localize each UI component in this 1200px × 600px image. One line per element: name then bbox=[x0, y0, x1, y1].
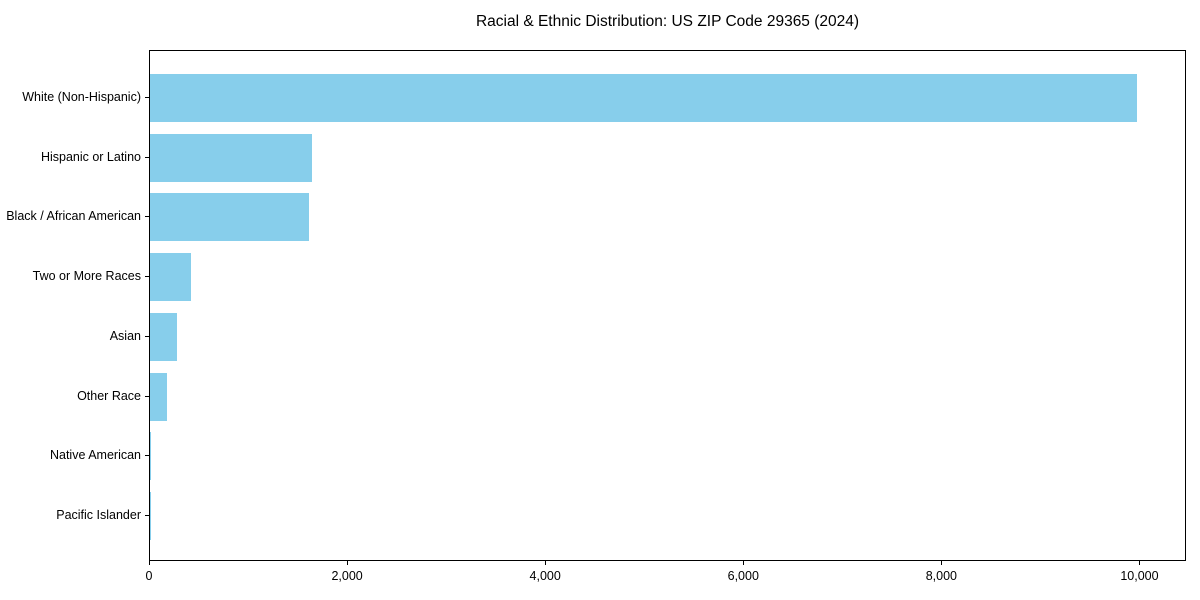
x-tick-label: 0 bbox=[145, 569, 153, 583]
bar-asian bbox=[150, 312, 178, 361]
bar-black-african-american bbox=[150, 193, 310, 242]
y-tick-mark bbox=[145, 276, 149, 278]
y-tick-label: Other Race bbox=[77, 388, 141, 403]
x-tick-label: 6,000 bbox=[727, 569, 759, 583]
y-tick-mark bbox=[145, 514, 149, 516]
x-tick-label: 8,000 bbox=[925, 569, 957, 583]
y-tick-label: Black / African American bbox=[6, 209, 141, 224]
y-tick-label: Asian bbox=[109, 328, 141, 343]
bar-native-american bbox=[150, 432, 152, 481]
y-tick-label: Two or More Races bbox=[32, 269, 141, 284]
bar-hispanic-or-latino bbox=[150, 133, 313, 182]
bar-white-non-hispanic bbox=[150, 74, 1138, 122]
x-tick-mark bbox=[149, 561, 150, 565]
bar-other-race bbox=[150, 372, 167, 421]
x-tick-mark bbox=[545, 561, 547, 565]
y-tick-label: Pacific Islander bbox=[56, 507, 141, 522]
x-tick-mark bbox=[1139, 561, 1141, 565]
x-tick-label: 2,000 bbox=[331, 569, 363, 583]
plot-area bbox=[149, 50, 1186, 561]
chart-title: Racial & Ethnic Distribution: US ZIP Cod… bbox=[475, 13, 860, 30]
y-tick-label: Hispanic or Latino bbox=[40, 149, 141, 164]
y-tick-label: White (Non-Hispanic) bbox=[22, 90, 141, 104]
y-tick-mark bbox=[145, 97, 149, 98]
y-tick-mark bbox=[145, 216, 149, 218]
x-tick-mark bbox=[347, 561, 349, 565]
y-tick-label: Native American bbox=[49, 448, 141, 463]
y-tick-mark bbox=[145, 335, 149, 337]
x-tick-label: 4,000 bbox=[529, 569, 561, 583]
x-tick-mark bbox=[941, 561, 943, 565]
y-tick-mark bbox=[145, 455, 149, 457]
y-tick-mark bbox=[145, 395, 149, 397]
y-tick-mark bbox=[145, 156, 149, 158]
x-tick-mark bbox=[743, 561, 745, 565]
x-tick-label: 10,000 bbox=[1120, 569, 1159, 583]
bar-two-or-more-races bbox=[150, 253, 192, 302]
